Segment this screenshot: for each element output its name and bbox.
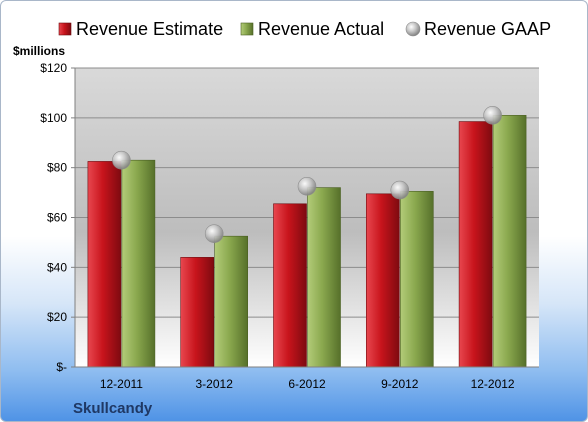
marker-revenue-gaap	[483, 106, 502, 125]
bar-revenue-estimate	[365, 193, 400, 368]
y-tick-label: $40	[47, 260, 67, 274]
bar-revenue-estimate	[273, 203, 307, 368]
legend-swatch	[405, 21, 421, 37]
bar-revenue-actual	[307, 187, 341, 368]
marker-revenue-gaap	[297, 177, 317, 196]
x-tick-label: 3-2012	[196, 377, 234, 391]
bars	[87, 115, 527, 368]
y-tick-label: $20	[47, 310, 67, 324]
y-axis: $- $20 $40 $60 $80 $100 $120	[40, 61, 76, 374]
y-tick-label: $60	[47, 211, 67, 225]
company-label: Skullcandy	[73, 400, 153, 417]
legend-swatch	[240, 22, 254, 36]
marker-revenue-gaap	[390, 180, 410, 200]
bar-revenue-actual	[399, 191, 434, 368]
bar-revenue-actual	[214, 235, 248, 368]
y-axis-label: $millions	[13, 44, 65, 58]
y-tick-label: $-	[56, 360, 67, 374]
gaap-markers	[112, 106, 502, 243]
legend-label: Revenue Estimate	[76, 19, 223, 39]
x-tick-label: 9-2012	[381, 377, 419, 391]
bar-revenue-actual	[121, 159, 156, 368]
x-axis: 12-2011 3-2012 6-2012 9-2012 12-2012	[75, 366, 539, 391]
marker-revenue-gaap	[204, 224, 224, 243]
bar-revenue-estimate	[87, 161, 122, 368]
legend-label: Revenue Actual	[258, 19, 384, 39]
bar-revenue-estimate	[458, 121, 493, 368]
legend-label: Revenue GAAP	[424, 19, 551, 39]
bar-revenue-estimate	[180, 257, 214, 368]
y-tick-label: $120	[40, 61, 67, 75]
x-tick-label: 12-2011	[100, 377, 143, 391]
x-tick-label: 12-2012	[471, 377, 515, 391]
legend-swatch	[58, 22, 72, 36]
legend: Revenue Estimate Revenue Actual Revenue GA…	[58, 19, 551, 39]
bar-revenue-actual	[492, 115, 527, 368]
marker-revenue-gaap	[112, 150, 131, 170]
x-tick-label: 6-2012	[288, 377, 326, 391]
y-tick-label: $80	[47, 161, 67, 175]
y-tick-label: $100	[40, 111, 67, 125]
